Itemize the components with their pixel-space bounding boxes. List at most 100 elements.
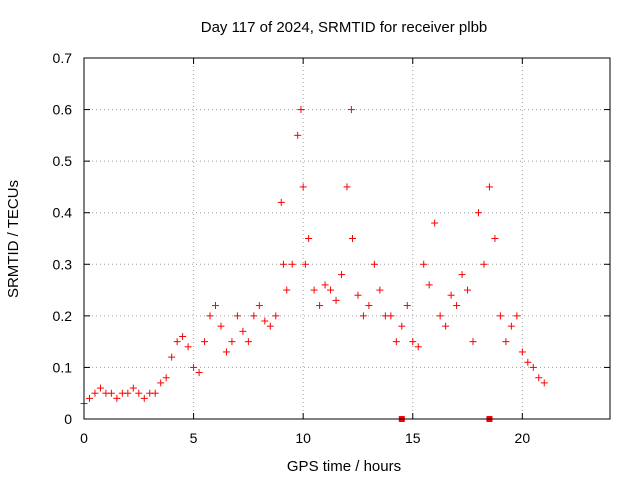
x-tick-label: 5: [190, 430, 198, 446]
data-point: [279, 260, 287, 268]
data-point: [480, 260, 488, 268]
data-point: [217, 322, 225, 330]
data-point: [316, 302, 324, 310]
data-point: [425, 281, 433, 289]
data-point: [250, 312, 258, 320]
x-tick-label: 20: [515, 430, 531, 446]
data-point: [140, 394, 148, 402]
data-point: [485, 183, 493, 191]
data-point: [129, 384, 137, 392]
data-point: [327, 286, 335, 294]
data-point: [436, 312, 444, 320]
data-point: [343, 183, 351, 191]
data-point: [332, 296, 340, 304]
y-tick-label: 0: [64, 411, 72, 427]
y-tick-label: 0.2: [53, 308, 73, 324]
data-point: [431, 219, 439, 227]
data-point: [135, 389, 143, 397]
data-point: [370, 260, 378, 268]
data-point: [403, 302, 411, 310]
data-point: [398, 322, 406, 330]
data-point: [151, 389, 159, 397]
data-point: [113, 394, 121, 402]
data-point: [447, 291, 455, 299]
data-point: [294, 131, 302, 139]
data-point: [420, 260, 428, 268]
data-point: [299, 183, 307, 191]
data-point: [491, 235, 499, 242]
y-tick-label: 0.4: [53, 205, 73, 221]
data-point: [529, 363, 537, 371]
data-point: [540, 379, 548, 387]
data-point: [507, 322, 515, 330]
data-point: [518, 348, 526, 356]
data-point: [96, 384, 104, 392]
data-point: [392, 338, 400, 346]
data-point: [266, 322, 274, 330]
data-point: [297, 106, 305, 114]
data-point: [184, 343, 192, 351]
data-point: [301, 260, 309, 268]
data-point: [458, 271, 466, 279]
y-tick-label: 0.7: [53, 50, 73, 66]
data-point: [475, 209, 482, 217]
data-point: [387, 312, 395, 320]
y-tick-label: 0.1: [53, 359, 73, 375]
x-axis-label: GPS time / hours: [287, 458, 401, 475]
data-point: [365, 302, 373, 310]
data-point: [469, 338, 477, 346]
x-tick-labels: 0 5 10 15 20: [80, 430, 530, 446]
data-point: [321, 281, 329, 289]
data-point: [272, 312, 280, 320]
axis-ticks: [83, 57, 610, 420]
data-point: [195, 369, 203, 377]
data-point: [348, 235, 356, 242]
data-point: [233, 312, 241, 320]
y-axis-label: SRMTID / TECUs: [5, 180, 22, 298]
data-point: [244, 338, 252, 346]
data-point: [310, 286, 318, 294]
data-point: [239, 327, 247, 335]
grid: [84, 58, 610, 419]
data-point: [222, 348, 230, 356]
data-point: [168, 353, 176, 361]
data-point: [190, 363, 198, 371]
data-point: [201, 338, 209, 346]
data-point: [277, 198, 285, 206]
data-point: [162, 374, 170, 382]
chart-title: Day 117 of 2024, SRMTID for receiver plb…: [201, 19, 488, 36]
data-point: [502, 338, 510, 346]
data-point: [409, 338, 417, 346]
data-point: [212, 302, 219, 310]
data-point: [283, 286, 291, 294]
x-tick-label: 15: [405, 430, 421, 446]
data-point: [157, 379, 165, 387]
data-point: [261, 317, 269, 325]
y-tick-label: 0.5: [53, 153, 73, 169]
data-point: [376, 286, 384, 294]
data-point: [524, 358, 532, 366]
data-point: [179, 332, 187, 340]
data-point: [453, 302, 461, 310]
data-point: [338, 271, 346, 279]
data-point: [124, 389, 132, 397]
data-point: [354, 291, 362, 299]
data-point: [414, 343, 422, 351]
data-point: [305, 235, 313, 242]
x-tick-label: 0: [80, 430, 88, 446]
data-point: [173, 338, 181, 346]
y-tick-label: 0.3: [53, 256, 73, 272]
y-tick-label: 0.6: [53, 102, 73, 118]
data-point: [513, 312, 521, 320]
data-point: [347, 106, 355, 114]
data-point: [496, 312, 504, 320]
data-point: [91, 389, 99, 397]
data-point: [288, 260, 296, 268]
data-point: [206, 312, 214, 320]
plot-frame: [83, 57, 611, 420]
data-point: [107, 389, 115, 397]
data-point: [359, 312, 367, 320]
data-point: [442, 322, 450, 330]
